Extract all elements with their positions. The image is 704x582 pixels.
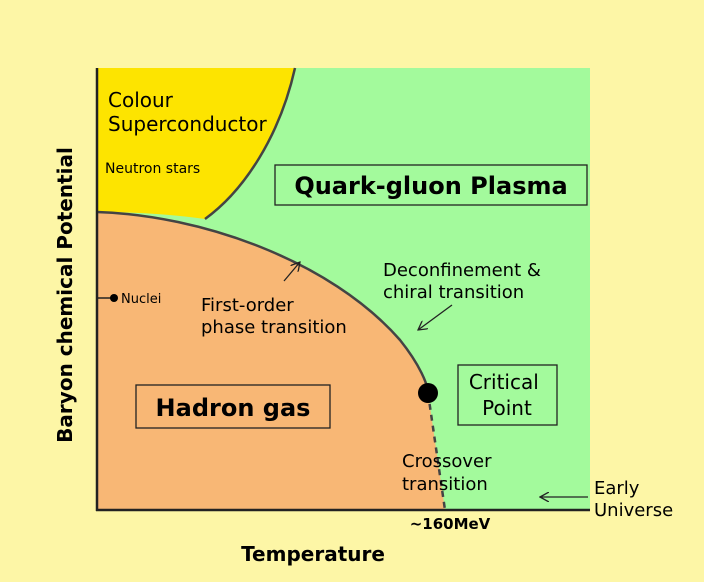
x-axis-label: Temperature [241, 542, 385, 566]
label-line: Deconfinement & [383, 260, 541, 281]
critical-point [418, 383, 438, 403]
label-box [135, 384, 331, 429]
annotation: Deconfinement & chiral transition [383, 260, 547, 303]
label-line: First-order [201, 295, 294, 316]
region-label: Quark-gluon Plasma [294, 172, 567, 200]
label-line: phase transition [201, 317, 347, 338]
y-axis-label: Baryon chemical Potential [53, 147, 77, 443]
annotation: First-order phase transition [201, 295, 347, 338]
label-line: Colour [108, 88, 174, 112]
hadron-region [97, 212, 445, 510]
label-line: transition [402, 474, 488, 495]
region-label: Critical Point [469, 370, 545, 420]
annotation: Early Universe [594, 478, 673, 521]
crossover-line [426, 392, 447, 511]
region-label: Nuclei [121, 292, 161, 307]
first-order-line [96, 210, 430, 394]
label-box [274, 164, 588, 206]
label-line: Early [594, 478, 640, 499]
axis-mark-label: ~160MeV [410, 515, 491, 533]
label-line: Critical [469, 370, 539, 394]
annotation: Crossover transition [402, 451, 497, 495]
region-label: Hadron gas [156, 394, 311, 422]
label-line: chiral transition [383, 282, 524, 303]
region-label: Neutron stars [105, 161, 200, 177]
label-box [457, 364, 558, 426]
label-line: Crossover [402, 451, 492, 472]
nuclei-dot [110, 294, 118, 302]
label-line: Superconductor [108, 112, 268, 136]
arrow [283, 262, 300, 282]
label-line: Universe [594, 500, 673, 521]
arrow [418, 304, 453, 330]
label-line: Point [482, 396, 532, 420]
boundary [204, 67, 297, 221]
superconductor-region [97, 68, 295, 219]
region-label: Colour Superconductor [108, 88, 268, 136]
